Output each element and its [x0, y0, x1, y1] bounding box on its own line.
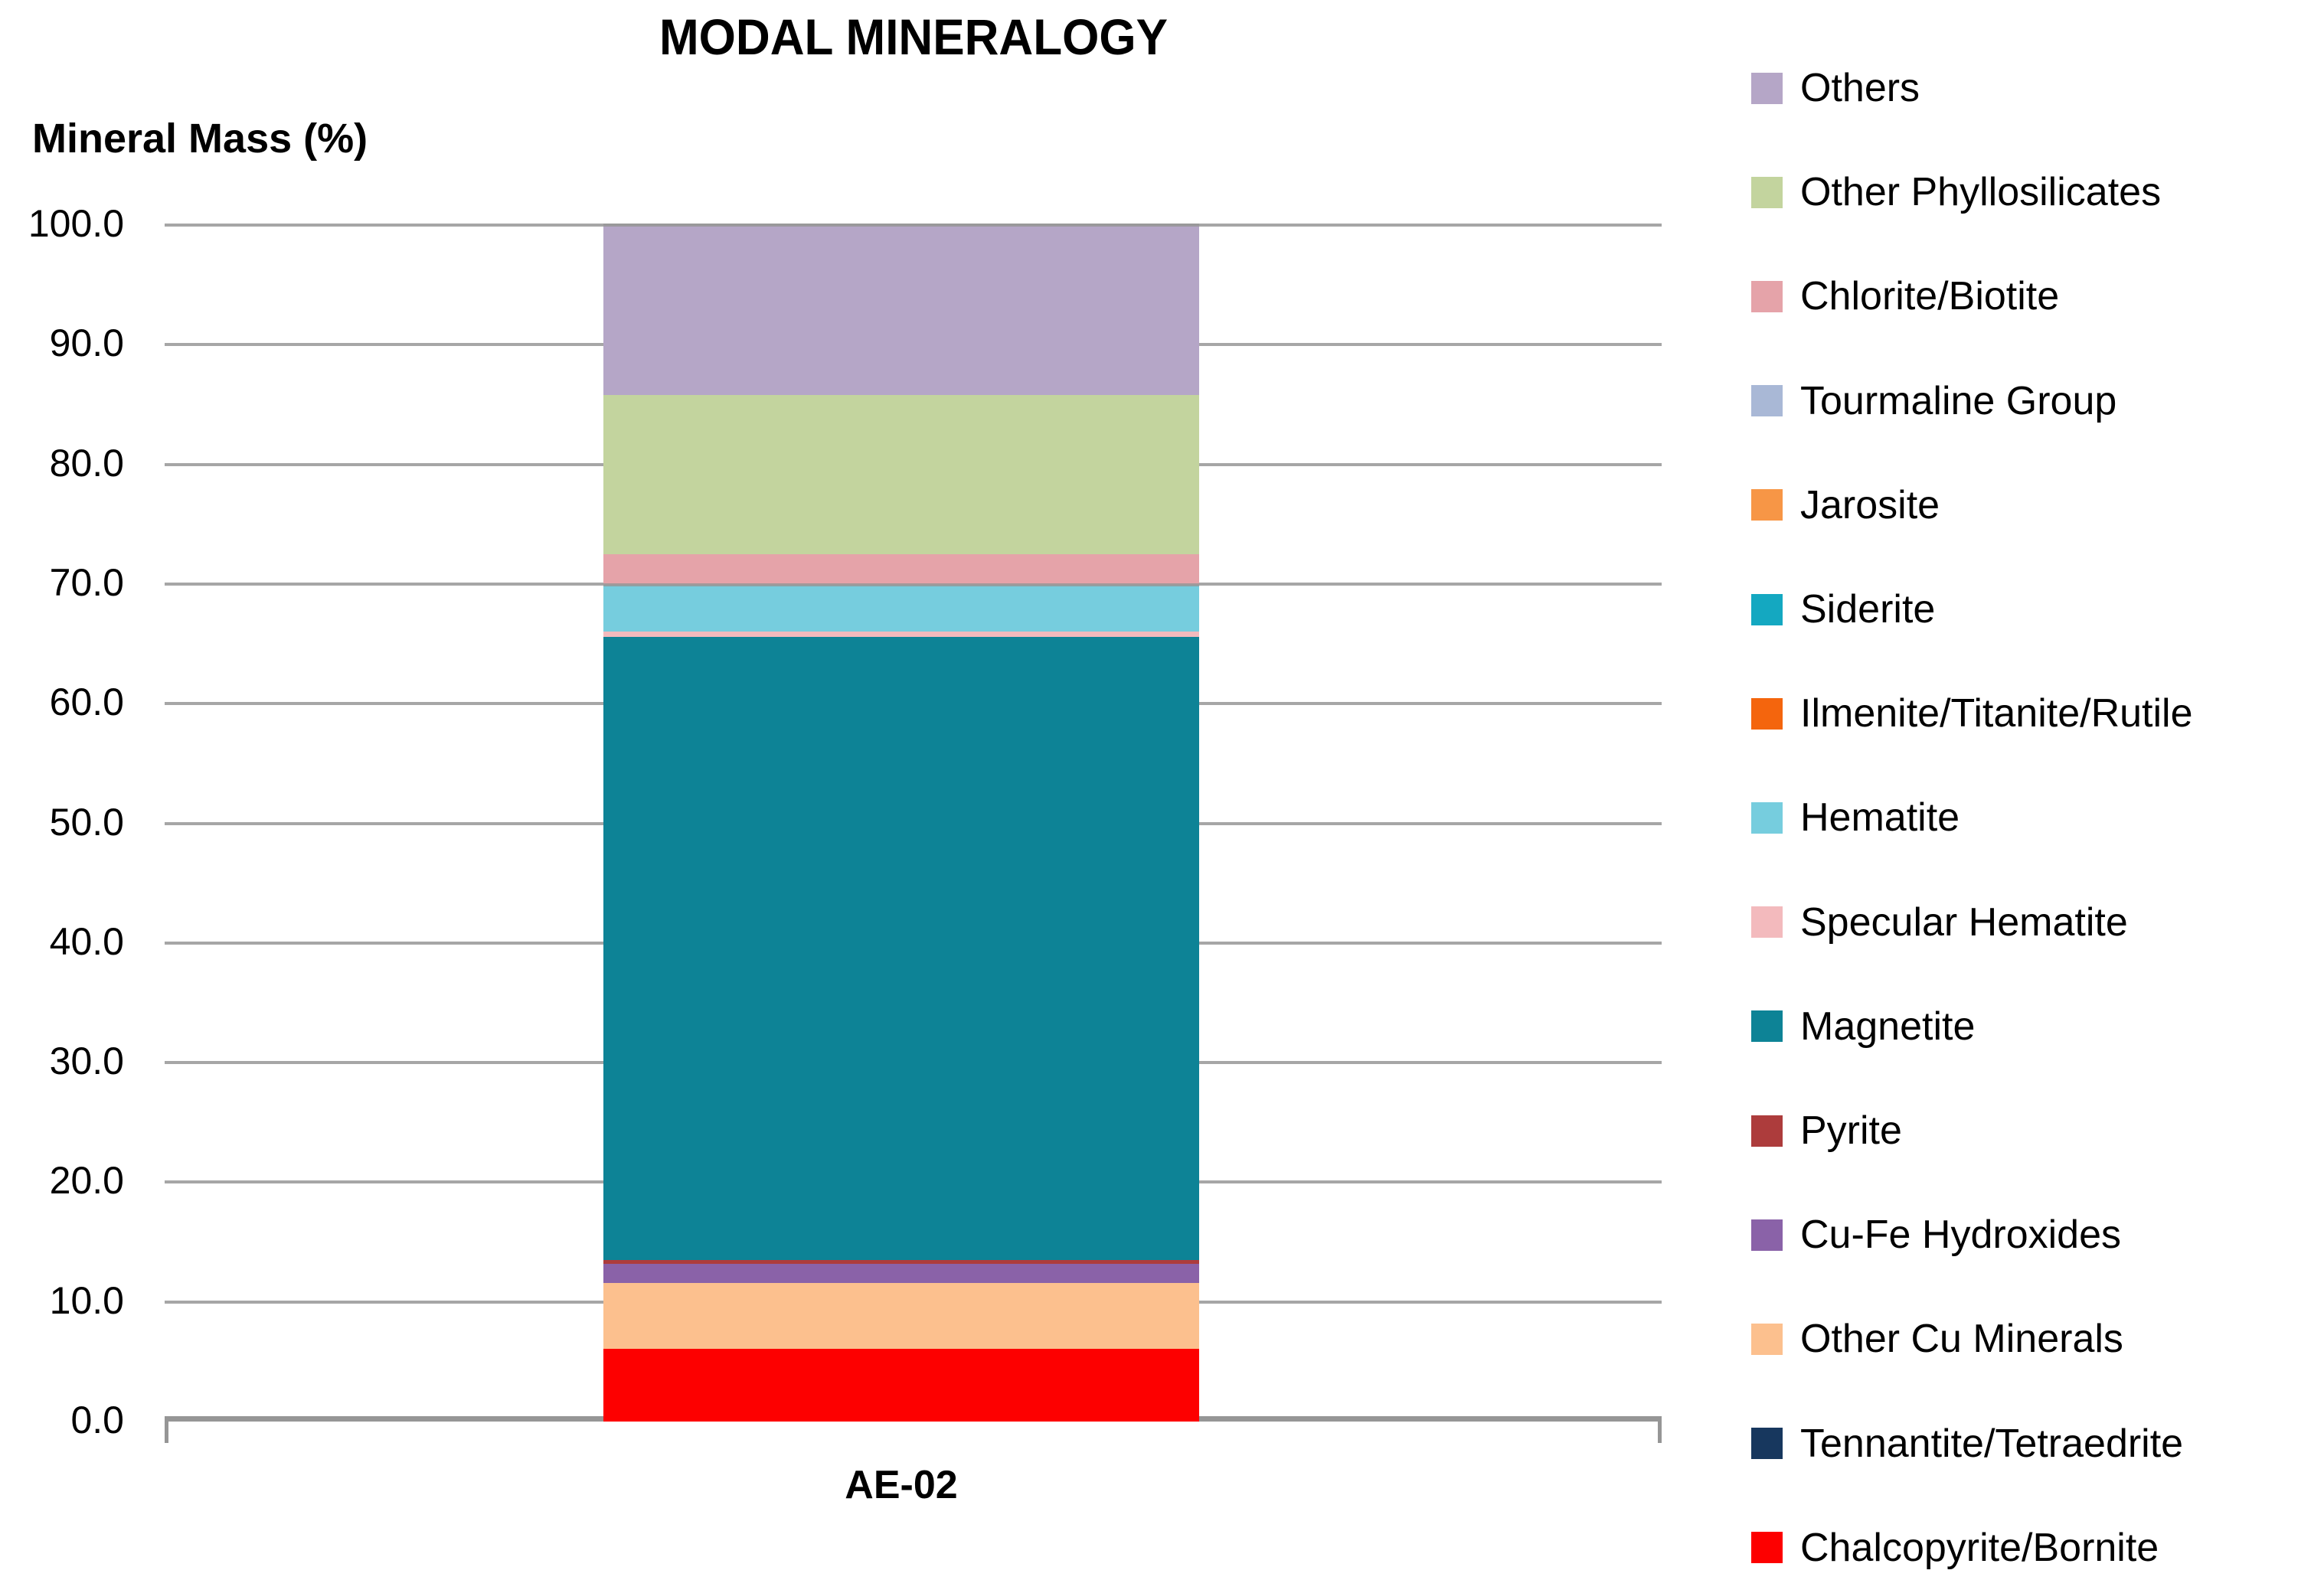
gridline-over-bar-100 — [603, 224, 1199, 227]
bar-segment-hematite — [603, 585, 1199, 632]
bar-segment-other-phyllosilicates — [603, 394, 1199, 554]
legend-item-jarosite: Jarosite — [1751, 475, 1940, 536]
legend-item-pyrite: Pyrite — [1751, 1100, 1902, 1161]
legend-item-specular-hematite: Specular Hematite — [1751, 892, 2128, 953]
legend-swatch-other-phyllosilicates — [1751, 176, 1783, 208]
legend-item-chlorite-biotite: Chlorite/Biotite — [1751, 266, 2059, 327]
y-tick-label-10.0: 10.0 — [49, 1278, 124, 1322]
bar-segment-magnetite — [603, 636, 1199, 1260]
legend-label-magnetite: Magnetite — [1800, 1004, 1976, 1049]
bar-segment-cu-fe-hydroxides — [603, 1263, 1199, 1283]
legend-label-hematite: Hematite — [1800, 795, 1960, 841]
legend-swatch-ilmenite-titanite-rutile — [1751, 697, 1783, 730]
legend-item-tourmaline-group: Tourmaline Group — [1751, 371, 2116, 432]
legend-item-magnetite: Magnetite — [1751, 996, 1975, 1057]
y-axis-title: Mineral Mass (%) — [32, 116, 368, 162]
y-tick-label-0.0: 0.0 — [70, 1399, 124, 1441]
legend-label-tennantite-tetraedrite: Tennantite/Tetraedrite — [1800, 1421, 2184, 1466]
legend-swatch-pyrite — [1751, 1115, 1783, 1147]
legend-label-specular-hematite: Specular Hematite — [1800, 899, 2128, 945]
y-tick-label-70.0: 70.0 — [49, 560, 124, 604]
bar-segment-pyrite — [603, 1260, 1199, 1264]
legend-label-pyrite: Pyrite — [1800, 1108, 1902, 1153]
legend-swatch-jarosite — [1751, 489, 1783, 521]
legend-swatch-specular-hematite — [1751, 906, 1783, 939]
legend-label-others: Others — [1800, 66, 1920, 110]
legend-swatch-tourmaline-group — [1751, 385, 1783, 417]
y-tick-label-100.0: 100.0 — [28, 202, 124, 245]
legend-label-chalcopyrite-bornite: Chalcopyrite/Bornite — [1800, 1525, 2159, 1570]
legend-item-hematite: Hematite — [1751, 787, 1960, 848]
bar-segment-other-cu-minerals — [603, 1282, 1199, 1349]
chart-title: MODAL MINERALOGY — [659, 8, 1169, 65]
legend-item-ilmenite-titanite-rutile: Ilmenite/Titanite/Rutile — [1751, 683, 2193, 744]
legend-item-other-cu-minerals: Other Cu Minerals — [1751, 1308, 2123, 1369]
legend-swatch-magnetite — [1751, 1010, 1783, 1043]
legend-label-cu-fe-hydroxides: Cu-Fe Hydroxides — [1800, 1213, 2122, 1258]
bar-segment-chalcopyrite-bornite — [603, 1348, 1199, 1422]
legend-item-siderite: Siderite — [1751, 579, 1935, 640]
legend-swatch-siderite — [1751, 593, 1783, 625]
axis-tick-right — [1658, 1418, 1662, 1443]
legend-swatch-chalcopyrite-bornite — [1751, 1532, 1783, 1564]
stacked-bar-ae-02 — [603, 224, 1199, 1422]
legend-label-other-cu-minerals: Other Cu Minerals — [1800, 1317, 2123, 1362]
legend-item-others: Others — [1751, 57, 1920, 119]
legend-label-jarosite: Jarosite — [1800, 482, 1940, 527]
legend-label-other-phyllosilicates: Other Phyllosilicates — [1800, 170, 2162, 215]
legend-swatch-tennantite-tetraedrite — [1751, 1428, 1783, 1460]
legend-label-siderite: Siderite — [1800, 587, 1936, 632]
legend-swatch-others — [1751, 72, 1783, 104]
legend-label-chlorite-biotite: Chlorite/Biotite — [1800, 274, 2060, 319]
y-tick-label-90.0: 90.0 — [49, 322, 124, 365]
y-tick-label-60.0: 60.0 — [49, 681, 124, 724]
y-tick-label-40.0: 40.0 — [49, 919, 124, 963]
y-tick-label-30.0: 30.0 — [49, 1040, 124, 1083]
x-category-label: AE-02 — [845, 1463, 958, 1507]
legend-label-ilmenite-titanite-rutile: Ilmenite/Titanite/Rutile — [1800, 691, 2193, 736]
y-tick-label-20.0: 20.0 — [49, 1159, 124, 1203]
legend-item-cu-fe-hydroxides: Cu-Fe Hydroxides — [1751, 1204, 2121, 1265]
legend-swatch-other-cu-minerals — [1751, 1323, 1783, 1355]
y-tick-label-50.0: 50.0 — [49, 800, 124, 844]
legend-label-tourmaline-group: Tourmaline Group — [1800, 378, 2117, 423]
legend-swatch-chlorite-biotite — [1751, 280, 1783, 312]
legend-swatch-hematite — [1751, 801, 1783, 834]
gridline-over-bar-70 — [603, 583, 1199, 587]
bar-segment-chlorite-biotite — [603, 553, 1199, 586]
axis-tick-left — [165, 1418, 168, 1443]
y-tick-label-80.0: 80.0 — [49, 441, 124, 485]
legend-item-other-phyllosilicates: Other Phyllosilicates — [1751, 162, 2161, 223]
bar-segment-specular-hematite — [603, 632, 1199, 637]
bar-segment-others — [603, 225, 1199, 395]
legend-swatch-cu-fe-hydroxides — [1751, 1219, 1783, 1251]
legend-item-tennantite-tetraedrite: Tennantite/Tetraedrite — [1751, 1413, 2183, 1474]
legend-item-chalcopyrite-bornite: Chalcopyrite/Bornite — [1751, 1517, 2159, 1578]
